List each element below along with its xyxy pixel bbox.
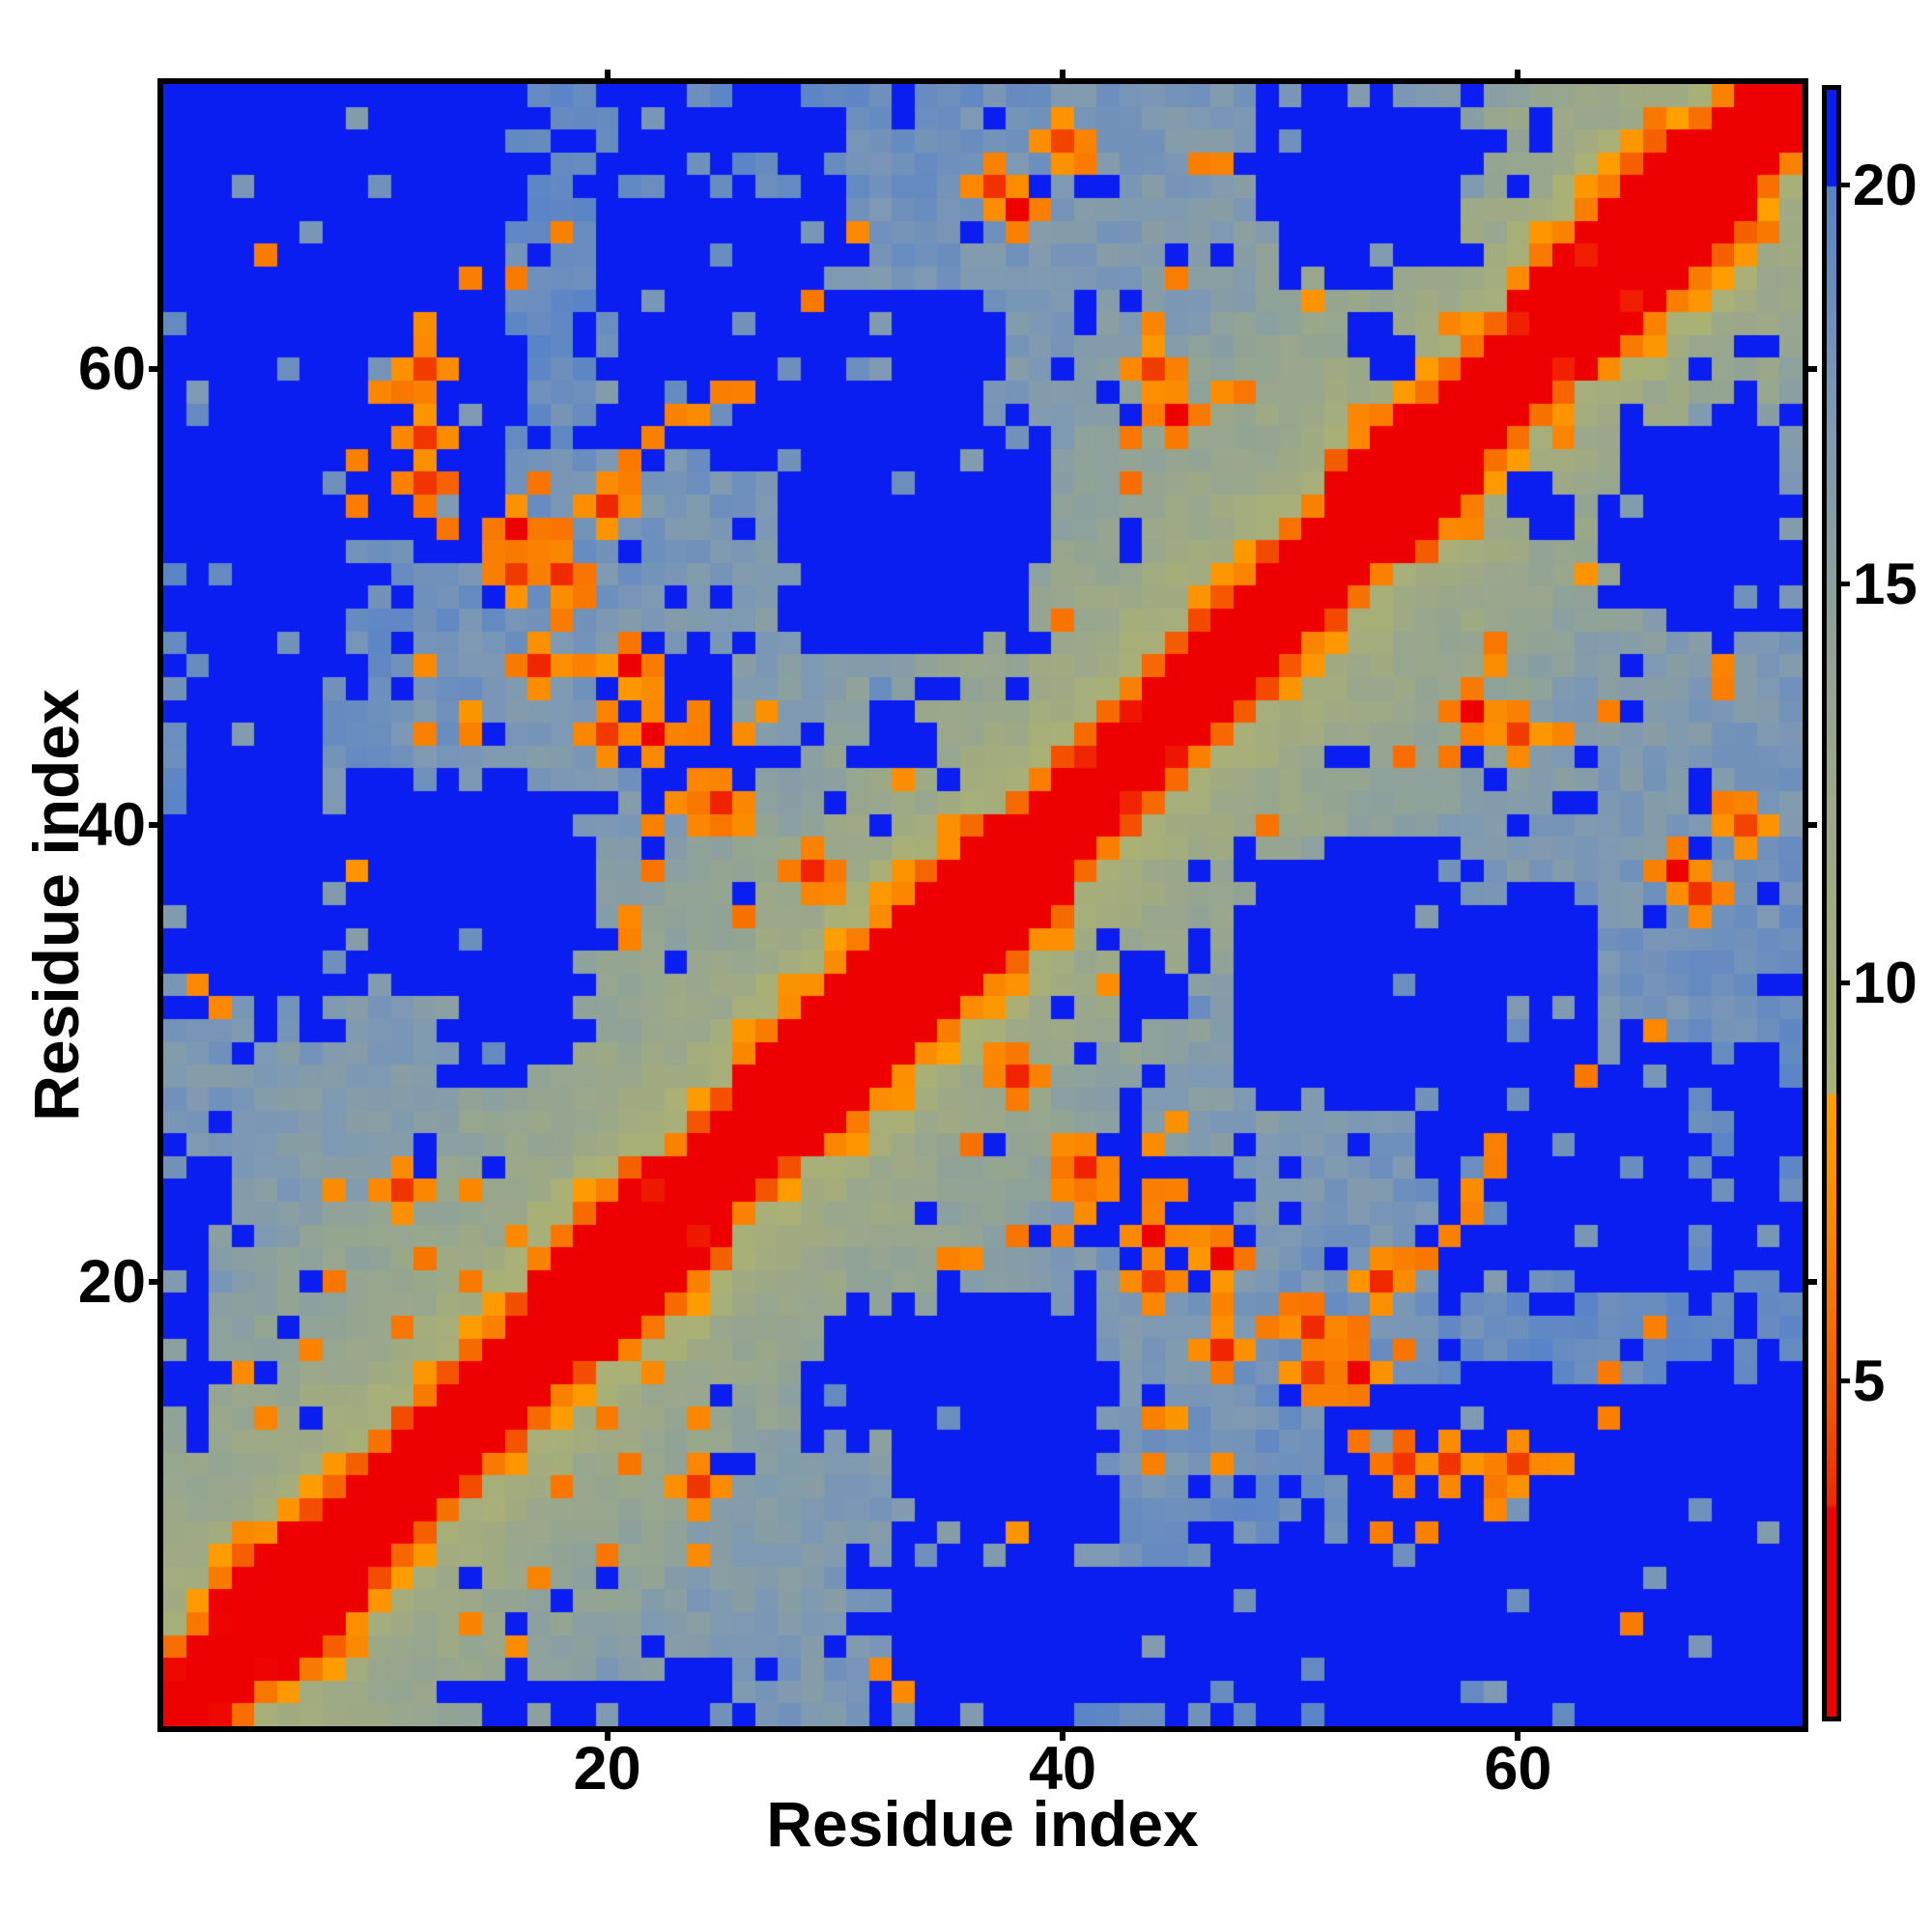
plot-frame [157,78,1808,1732]
colorbar-tick-mark [1841,183,1850,188]
colorbar-frame [1822,85,1841,1721]
y-tick-label: 60 [77,335,146,404]
x-axis-label: Residue index [766,1788,1199,1860]
x-tick-mark-top [604,70,611,78]
x-tick-mark [1515,1732,1521,1741]
y-tick-mark-right [1808,366,1817,373]
y-tick-mark [149,1278,157,1285]
x-tick-label: 20 [573,1735,641,1803]
colorbar-tick-mark [1841,1378,1850,1384]
x-tick-mark-top [1059,70,1065,78]
y-tick-label: 40 [77,791,146,860]
x-tick-mark-top [1515,70,1521,78]
y-tick-label: 20 [77,1247,146,1316]
colorbar-tick-mark [1841,980,1850,985]
x-tick-label: 60 [1484,1735,1552,1803]
y-tick-mark-right [1808,822,1817,829]
y-tick-mark [149,822,157,829]
colorbar-tick-mark [1841,581,1850,586]
colorbar-canvas [1827,90,1836,1717]
y-tick-mark-right [1808,1278,1817,1285]
x-tick-mark [1059,1732,1065,1741]
x-tick-label: 40 [1028,1735,1097,1803]
x-tick-mark [604,1732,611,1741]
y-axis-label: Residue index [20,689,92,1122]
colorbar-tick-label: 20 [1853,153,1918,218]
colorbar-tick-label: 10 [1853,950,1918,1015]
colorbar-tick-label: 5 [1853,1349,1886,1414]
colorbar-tick-label: 15 [1853,551,1918,616]
y-tick-mark [149,366,157,373]
heatmap-canvas [163,84,1803,1726]
